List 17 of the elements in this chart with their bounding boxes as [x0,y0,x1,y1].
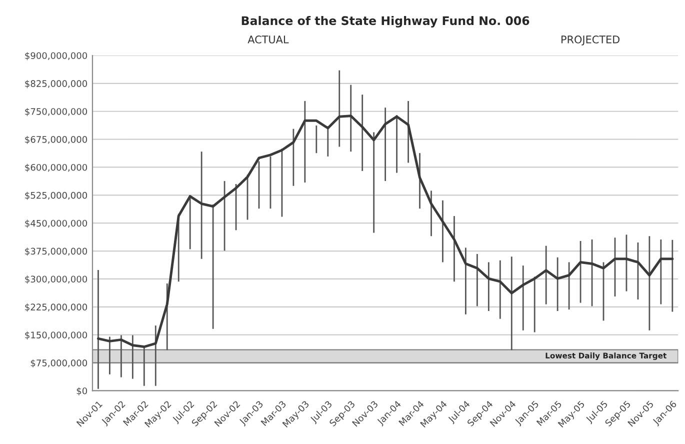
y-tick-label: $375,000,000 [25,248,88,256]
y-tick-label: $0 [76,387,88,396]
text: ACTUAL [248,36,289,44]
y-tick-label: $900,000,000 [25,52,88,60]
text: PROJECTED [562,36,620,46]
y-tick-label: $225,000,000 [25,303,88,312]
chart-title: Balance of the State Highway Fund No. 006 [242,16,530,28]
y-tick-label: $450,000,000 [25,220,88,228]
y-tick-label: $75,000,000 [30,359,88,368]
y-tick-label: $300,000,000 [25,276,88,284]
y-tick-label: $150,000,000 [25,331,88,340]
y-tick-label: $825,000,000 [25,80,88,88]
y-tick-label: $525,000,000 [25,192,88,200]
y-tick-label: $675,000,000 [25,136,88,144]
y-tick-label: $750,000,000 [25,108,88,116]
line-series [96,114,674,348]
y-tick-label: $600,000,000 [25,164,88,172]
